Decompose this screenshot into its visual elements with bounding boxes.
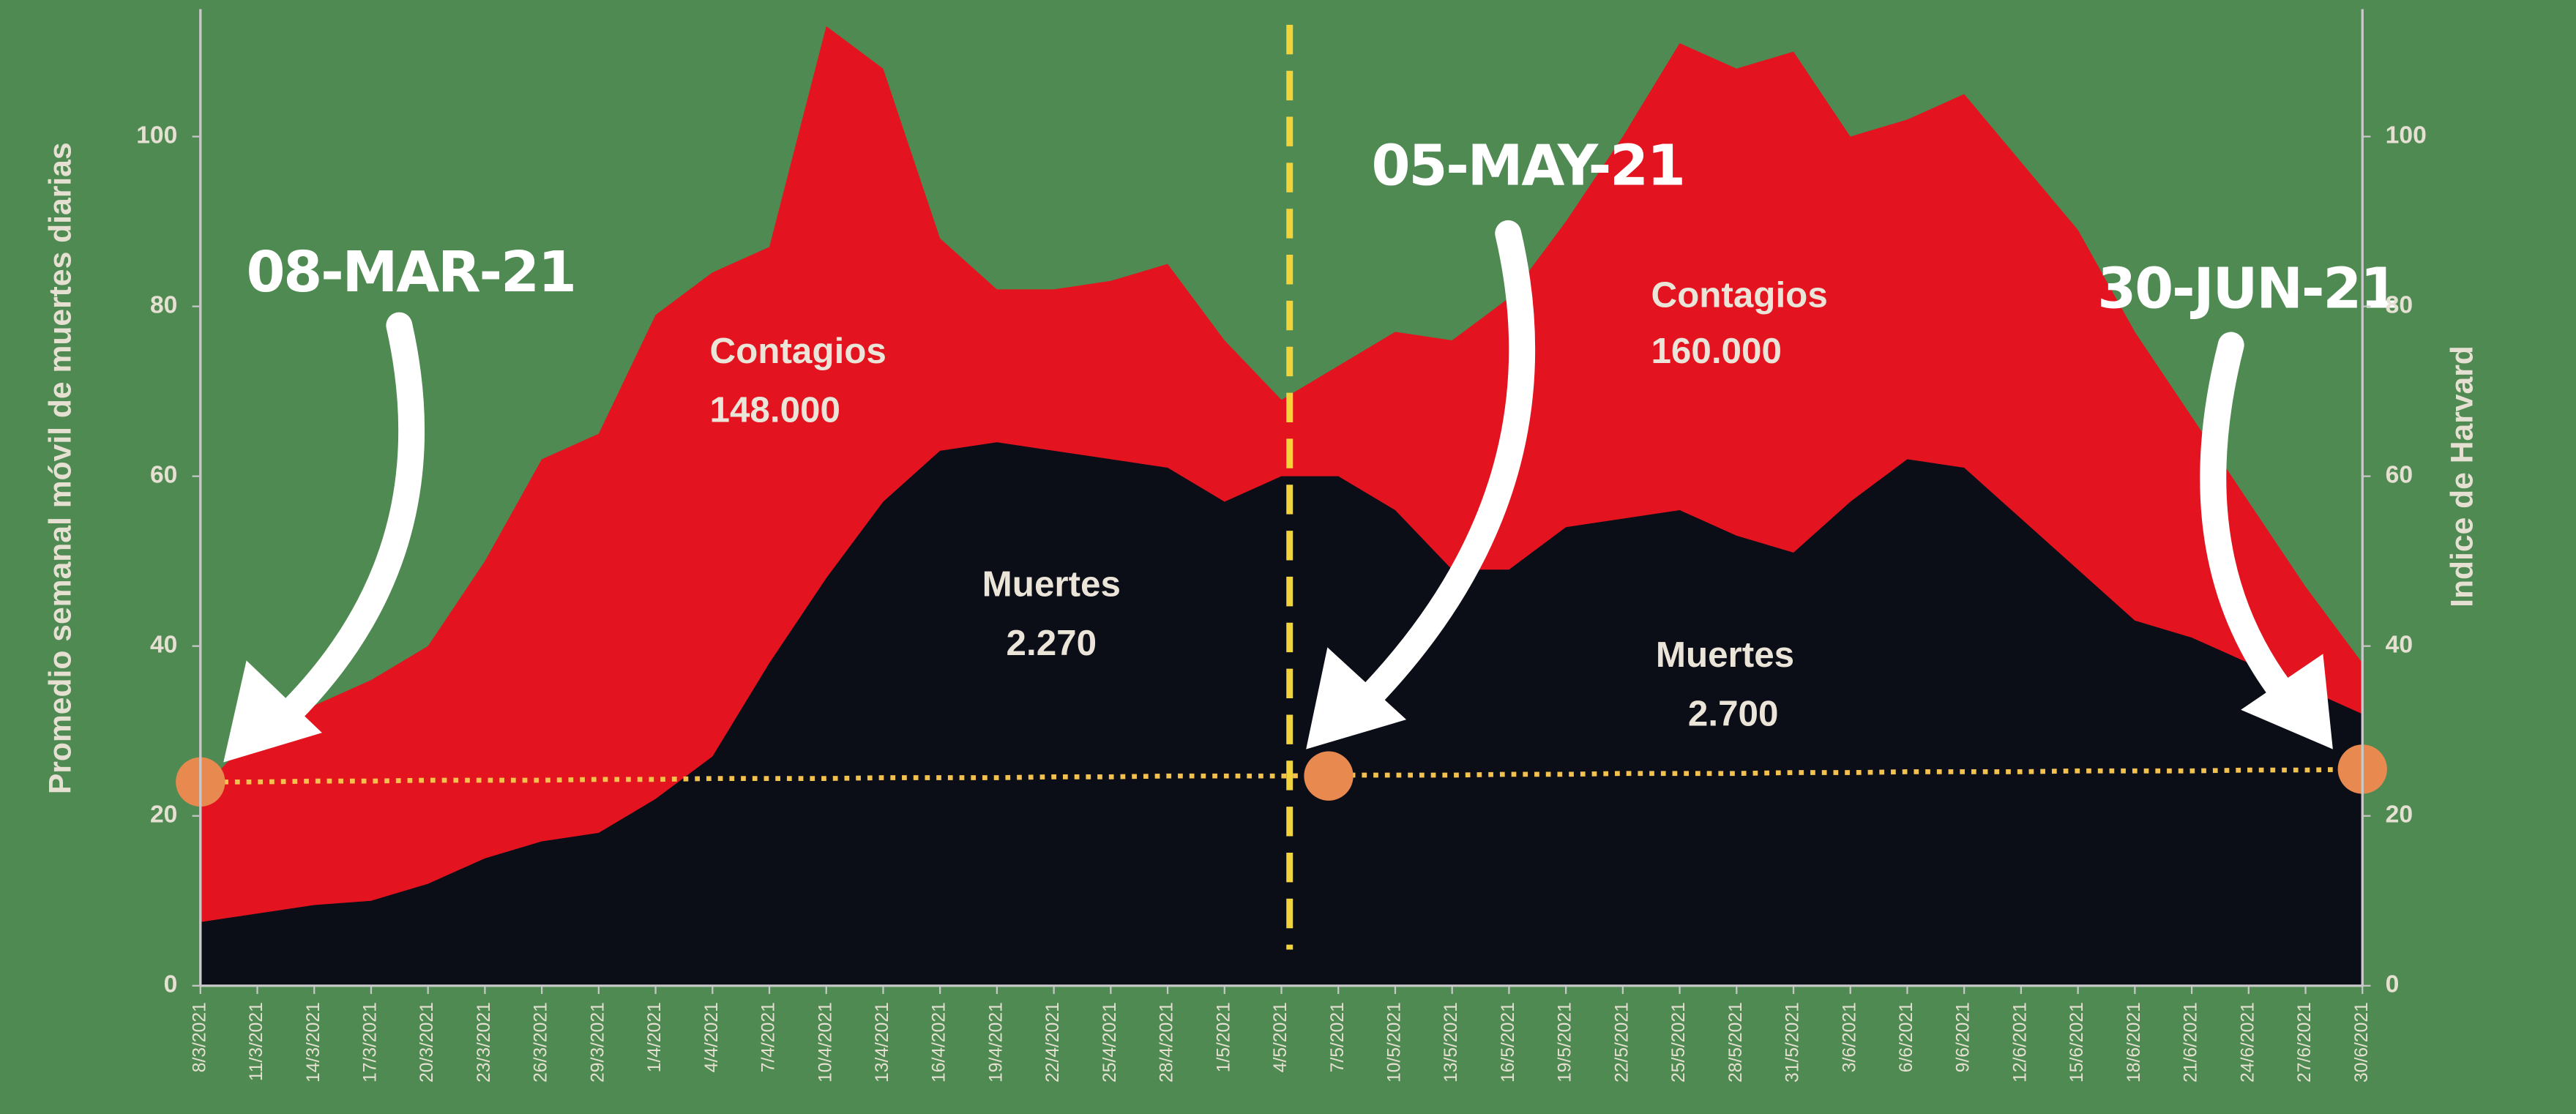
x-tick-label: 11/3/2021 [247,1002,266,1081]
area [200,442,2363,986]
x-tick-label: 6/6/2021 [1897,1002,1916,1072]
x-tick-label: 28/4/2021 [1157,1002,1177,1083]
y-axis-title: Promedio semanal móvil de muertes diaria… [43,142,78,794]
arrow [2200,332,2300,711]
point-marker [1304,751,1354,801]
annotation: 08-MAR-21 [246,239,575,304]
x-tick-label: 28/5/2021 [1726,1002,1746,1083]
y2-tick-label: 60 [2386,462,2413,489]
x-tick-label: 1/4/2021 [645,1002,665,1072]
arrow-head [223,660,322,763]
y2-tick-label: 20 [2386,801,2413,829]
x-tick-label: 3/6/2021 [1840,1002,1859,1072]
annotation: Contagios [1651,274,1827,315]
annotation: 05-MAY-21 [1372,132,1684,198]
x-tick-label: 29/3/2021 [588,1002,608,1083]
y-tick-label: 40 [150,632,177,659]
x-tick-label: 19/5/2021 [1556,1002,1575,1083]
x-tick-label: 9/6/2021 [1954,1002,1974,1072]
x-tick-label: 31/5/2021 [1783,1002,1803,1083]
arrow [1350,220,1536,717]
x-tick-label: 24/6/2021 [2238,1002,2258,1083]
x-tick-label: 19/4/2021 [986,1002,1006,1083]
x-tick-label: 25/5/2021 [1669,1002,1689,1083]
x-tick-label: 20/3/2021 [417,1002,437,1083]
annotation: Contagios [710,331,886,371]
x-tick-label: 12/6/2021 [2010,1002,2030,1083]
annotation: Muertes [982,564,1121,604]
x-tick-label: 7/4/2021 [759,1002,779,1072]
x-tick-label: 13/4/2021 [873,1002,892,1083]
x-tick-label: 22/5/2021 [1612,1002,1632,1083]
x-tick-label: 10/4/2021 [815,1002,835,1083]
y2-axis-title: Indice de Harvard [2445,345,2480,608]
arrow [266,312,425,736]
y2-tick-label: 0 [2386,971,2400,998]
x-tick-label: 15/6/2021 [2067,1002,2087,1083]
annotation: 160.000 [1651,331,1781,371]
x-tick-label: 10/5/2021 [1384,1002,1404,1083]
annotation: 2.700 [1688,694,1779,734]
x-tick-label: 13/5/2021 [1441,1002,1461,1083]
y2-tick-label: 40 [2386,632,2413,659]
y-tick-label: 20 [150,801,177,829]
x-tick-label: 7/5/2021 [1328,1002,1348,1072]
x-tick-label: 4/5/2021 [1271,1002,1291,1072]
x-tick-label: 18/6/2021 [2124,1002,2144,1083]
y-tick-label: 60 [150,462,177,489]
x-tick-label: 25/4/2021 [1100,1002,1120,1083]
x-tick-label: 23/3/2021 [474,1002,494,1083]
line [200,766,2363,785]
x-tick-label: 4/4/2021 [702,1002,722,1072]
x-tick-label: 16/5/2021 [1498,1002,1518,1083]
x-tick-label: 8/3/2021 [190,1002,209,1072]
x-tick-label: 30/6/2021 [2352,1002,2372,1083]
annotation: 148.000 [710,390,840,430]
y2-tick-label: 80 [2386,291,2413,318]
arrow-head [1306,647,1407,749]
plot-area [200,26,2363,986]
x-tick-label: 14/3/2021 [304,1002,324,1083]
y-tick-label: 0 [164,971,178,998]
y-tick-label: 80 [150,291,177,318]
annotation: 2.270 [1007,623,1097,663]
x-tick-label: 21/6/2021 [2181,1002,2201,1083]
x-tick-label: 17/3/2021 [360,1002,380,1083]
annotation: Muertes [1656,635,1794,675]
x-tick-label: 27/6/2021 [2295,1002,2315,1083]
x-tick-label: 22/4/2021 [1043,1002,1063,1083]
annotation: 30-JUN-21 [2097,256,2397,321]
x-tick-label: 26/3/2021 [531,1002,551,1083]
x-tick-label: 16/4/2021 [930,1002,949,1083]
x-tick-label: 1/5/2021 [1214,1002,1233,1072]
y2-tick-label: 100 [2386,122,2427,149]
y-tick-label: 100 [136,122,177,149]
arrow-head [2241,654,2333,749]
